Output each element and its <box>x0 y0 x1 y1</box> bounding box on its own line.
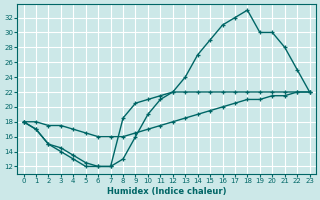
X-axis label: Humidex (Indice chaleur): Humidex (Indice chaleur) <box>107 187 226 196</box>
